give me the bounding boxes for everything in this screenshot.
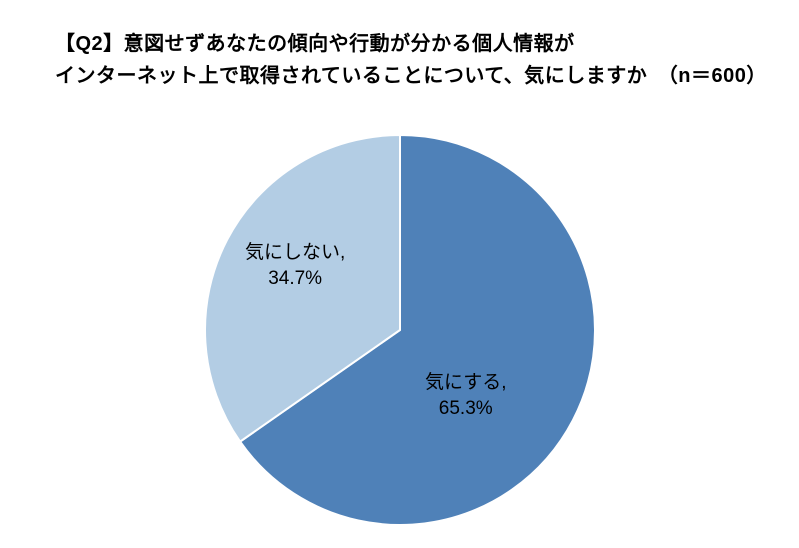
pie-chart bbox=[0, 0, 799, 548]
survey-pie-page: { "title": { "line1": "【Q2】意図せずあなたの傾向や行動… bbox=[0, 0, 799, 548]
slice-label-care: 気にする, 65.3% bbox=[425, 370, 506, 421]
pie-svg bbox=[0, 0, 799, 548]
slice-label-dont_care: 気にしない, 34.7% bbox=[245, 240, 345, 291]
